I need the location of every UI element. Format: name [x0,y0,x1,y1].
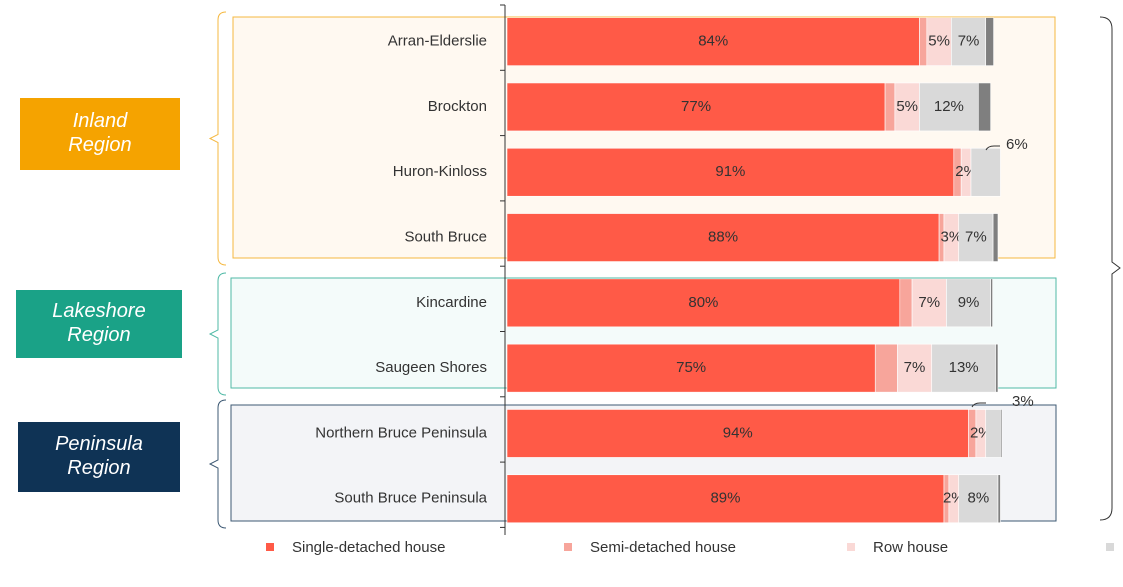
bar-segment [985,409,1001,458]
category-label: South Bruce [404,229,487,246]
bar-segment [894,82,920,132]
bar-segment [884,82,896,132]
bar-segment [951,17,987,66]
bar-segment [506,82,886,132]
region-label-text: Lakeshore Region [52,300,145,346]
region-label-box [18,422,180,492]
region-bracket [208,399,227,529]
value-label: 5% [928,33,950,50]
region-label: Lakeshore Region [16,290,182,358]
category-label: Huron-Kinloss [393,163,487,180]
bar-segment [992,213,999,262]
legend-marker [847,543,855,551]
bar-segment [506,409,969,458]
category-label: South Bruce Peninsula [334,490,487,507]
value-label: 88% [708,229,738,246]
legend-label: Semi-detached house [590,539,736,556]
bar-segment [874,343,898,393]
category-label: Northern Bruce Peninsula [315,424,487,441]
bar-segment [506,147,955,197]
bar-segment [978,82,991,132]
value-label: 7% [918,294,940,311]
region-label: Inland Region [20,98,180,170]
value-label: 13% [949,359,979,376]
value-label: 75% [676,359,706,376]
legend-label: Single-detached house [292,539,445,556]
category-label: Arran-Elderslie [388,33,487,50]
bar-segment [1000,409,1003,458]
bar-segment [931,343,996,393]
value-label: 77% [681,98,711,115]
bar-segment [899,278,913,328]
value-label: 7% [904,359,926,376]
value-label: 9% [958,294,980,311]
value-label: 80% [688,294,718,311]
category-label: Kincardine [416,294,487,311]
value-label: 12% [934,98,964,115]
legend-label: Row house [873,539,948,556]
bar-segment [926,17,952,66]
value-label: 94% [723,424,753,441]
legend-marker [1106,543,1114,551]
region-bracket [208,11,227,266]
bar-segment [995,343,999,393]
value-label: 89% [710,490,740,507]
region-label-box [16,290,182,358]
bar-segment [958,474,999,524]
value-label: 84% [698,33,728,50]
legend-marker [564,543,572,551]
bar-segment [946,278,991,328]
region-label: Peninsula Region [18,422,180,492]
value-label: 3% [1012,393,1034,410]
value-label: 6% [1006,136,1028,153]
value-label: 7% [965,229,987,246]
bar-segment [897,343,933,393]
bar-segment [990,278,993,328]
bar-segment [919,82,979,132]
bar-segment [506,213,940,262]
value-label: 3% [941,229,963,246]
bar-segment [506,474,945,524]
category-label: Saugeen Shores [375,359,487,376]
category-label: Brockton [428,98,487,115]
bar-segment [506,278,901,328]
bar-segment [911,278,947,328]
bar-segment [958,213,994,262]
leader-line [971,402,986,408]
value-label: 5% [896,98,918,115]
bar-segment [919,17,928,66]
region-label-text: Peninsula Region [55,433,143,479]
region-label-box [20,98,180,170]
bar-segment [506,343,876,393]
region-label-text: Inland Region [68,110,131,156]
brace [1099,16,1121,521]
bar-segment [985,17,994,66]
bar-segment [506,17,920,66]
region-bracket [208,272,227,396]
bar-segment [997,474,1001,524]
leader-line [985,145,1000,151]
bar-segment [970,147,1001,197]
value-label: 91% [715,163,745,180]
value-label: 8% [968,490,990,507]
value-label: 7% [958,33,980,50]
legend-marker [266,543,274,551]
